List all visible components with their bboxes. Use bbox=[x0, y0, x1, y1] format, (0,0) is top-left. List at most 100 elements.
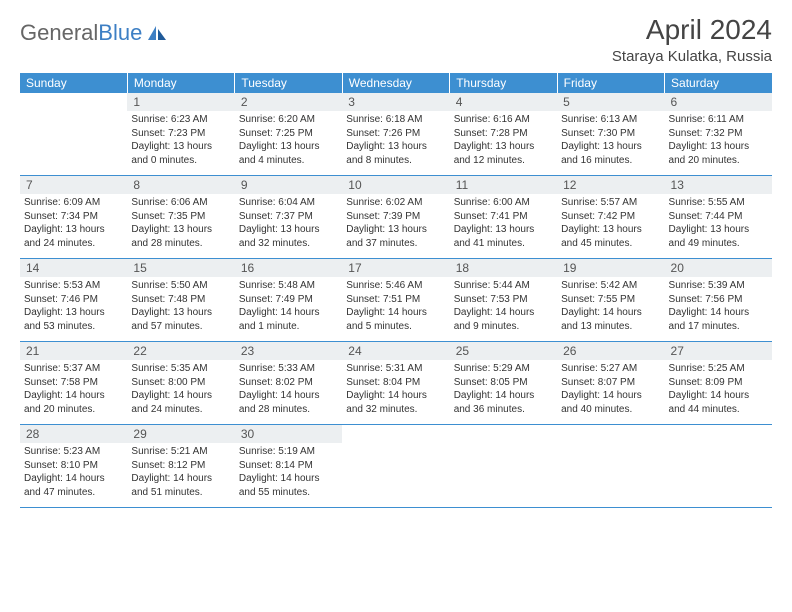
sunset-text: Sunset: 8:09 PM bbox=[669, 376, 768, 390]
day-info: Sunrise: 6:23 AMSunset: 7:23 PMDaylight:… bbox=[127, 113, 234, 167]
daylight-text: Daylight: 13 hours and 45 minutes. bbox=[561, 223, 660, 250]
day-info: Sunrise: 5:46 AMSunset: 7:51 PMDaylight:… bbox=[342, 279, 449, 333]
weekday-header-row: Sunday Monday Tuesday Wednesday Thursday… bbox=[20, 73, 772, 93]
sunset-text: Sunset: 8:05 PM bbox=[454, 376, 553, 390]
calendar-cell: 11Sunrise: 6:00 AMSunset: 7:41 PMDayligh… bbox=[450, 176, 557, 259]
calendar-cell: 6 Sunrise: 6:11 AMSunset: 7:32 PMDaylight… bbox=[665, 93, 772, 176]
sunset-text: Sunset: 7:48 PM bbox=[131, 293, 230, 307]
daylight-text: Daylight: 14 hours and 28 minutes. bbox=[239, 389, 338, 416]
day-number: 30 bbox=[235, 425, 342, 443]
calendar-cell: 17 Sunrise: 5:46 AMSunset: 7:51 PMDayligh… bbox=[342, 259, 449, 342]
daylight-text: Daylight: 13 hours and 37 minutes. bbox=[346, 223, 445, 250]
day-info: Sunrise: 5:21 AMSunset: 8:12 PMDaylight:… bbox=[127, 445, 234, 499]
sunset-text: Sunset: 7:49 PM bbox=[239, 293, 338, 307]
sunset-text: Sunset: 7:25 PM bbox=[239, 127, 338, 141]
sunrise-text: Sunrise: 5:23 AM bbox=[24, 445, 123, 459]
sunset-text: Sunset: 7:32 PM bbox=[669, 127, 768, 141]
calendar-cell bbox=[20, 93, 127, 176]
day-number: 26 bbox=[557, 342, 664, 360]
sunrise-text: Sunrise: 6:06 AM bbox=[131, 196, 230, 210]
sunset-text: Sunset: 7:53 PM bbox=[454, 293, 553, 307]
calendar-cell bbox=[342, 425, 449, 508]
sunrise-text: Sunrise: 5:53 AM bbox=[24, 279, 123, 293]
day-info: Sunrise: 5:48 AMSunset: 7:49 PMDaylight:… bbox=[235, 279, 342, 333]
sunset-text: Sunset: 7:30 PM bbox=[561, 127, 660, 141]
day-number: 7 bbox=[20, 176, 127, 194]
sunset-text: Sunset: 7:58 PM bbox=[24, 376, 123, 390]
calendar-row: 7 Sunrise: 6:09 AMSunset: 7:34 PMDaylight… bbox=[20, 176, 772, 259]
calendar-cell: 25Sunrise: 5:29 AMSunset: 8:05 PMDayligh… bbox=[450, 342, 557, 425]
daylight-text: Daylight: 13 hours and 24 minutes. bbox=[24, 223, 123, 250]
daylight-text: Daylight: 13 hours and 49 minutes. bbox=[669, 223, 768, 250]
sunrise-text: Sunrise: 5:19 AM bbox=[239, 445, 338, 459]
header-monday: Monday bbox=[127, 73, 234, 93]
daylight-text: Daylight: 14 hours and 51 minutes. bbox=[131, 472, 230, 499]
month-title: April 2024 bbox=[612, 14, 772, 46]
sunset-text: Sunset: 7:23 PM bbox=[131, 127, 230, 141]
calendar-cell: 8Sunrise: 6:06 AMSunset: 7:35 PMDaylight… bbox=[127, 176, 234, 259]
header-tuesday: Tuesday bbox=[235, 73, 342, 93]
logo-sail-icon bbox=[146, 24, 168, 42]
day-info: Sunrise: 6:00 AMSunset: 7:41 PMDaylight:… bbox=[450, 196, 557, 250]
sunrise-text: Sunrise: 5:25 AM bbox=[669, 362, 768, 376]
daylight-text: Daylight: 13 hours and 20 minutes. bbox=[669, 140, 768, 167]
day-info: Sunrise: 5:33 AMSunset: 8:02 PMDaylight:… bbox=[235, 362, 342, 416]
calendar-cell: 3Sunrise: 6:18 AMSunset: 7:26 PMDaylight… bbox=[342, 93, 449, 176]
day-number: 19 bbox=[557, 259, 664, 277]
day-number: 17 bbox=[342, 259, 449, 277]
sunset-text: Sunset: 8:14 PM bbox=[239, 459, 338, 473]
calendar-cell: 29Sunrise: 5:21 AMSunset: 8:12 PMDayligh… bbox=[127, 425, 234, 508]
day-info: Sunrise: 6:18 AMSunset: 7:26 PMDaylight:… bbox=[342, 113, 449, 167]
calendar-body: 1 Sunrise: 6:23 AMSunset: 7:23 PMDaylight… bbox=[20, 93, 772, 508]
day-info: Sunrise: 5:19 AMSunset: 8:14 PMDaylight:… bbox=[235, 445, 342, 499]
day-number: 1 bbox=[127, 93, 234, 111]
sunrise-text: Sunrise: 5:21 AM bbox=[131, 445, 230, 459]
day-number: 6 bbox=[665, 93, 772, 111]
calendar-cell: 24Sunrise: 5:31 AMSunset: 8:04 PMDayligh… bbox=[342, 342, 449, 425]
sunset-text: Sunset: 8:04 PM bbox=[346, 376, 445, 390]
day-info: Sunrise: 5:25 AMSunset: 8:09 PMDaylight:… bbox=[665, 362, 772, 416]
daylight-text: Daylight: 14 hours and 36 minutes. bbox=[454, 389, 553, 416]
sunset-text: Sunset: 7:51 PM bbox=[346, 293, 445, 307]
sunrise-text: Sunrise: 5:57 AM bbox=[561, 196, 660, 210]
sunset-text: Sunset: 7:46 PM bbox=[24, 293, 123, 307]
calendar-cell: 27 Sunrise: 5:25 AMSunset: 8:09 PMDayligh… bbox=[665, 342, 772, 425]
daylight-text: Daylight: 14 hours and 5 minutes. bbox=[346, 306, 445, 333]
sunset-text: Sunset: 8:00 PM bbox=[131, 376, 230, 390]
day-number: 12 bbox=[557, 176, 664, 194]
day-info: Sunrise: 5:37 AMSunset: 7:58 PMDaylight:… bbox=[20, 362, 127, 416]
day-info: Sunrise: 6:09 AMSunset: 7:34 PMDaylight:… bbox=[20, 196, 127, 250]
sunrise-text: Sunrise: 6:20 AM bbox=[239, 113, 338, 127]
sunrise-text: Sunrise: 6:09 AM bbox=[24, 196, 123, 210]
day-number: 22 bbox=[127, 342, 234, 360]
header-wednesday: Wednesday bbox=[342, 73, 449, 93]
daylight-text: Daylight: 14 hours and 1 minute. bbox=[239, 306, 338, 333]
daylight-text: Daylight: 13 hours and 53 minutes. bbox=[24, 306, 123, 333]
sunrise-text: Sunrise: 5:46 AM bbox=[346, 279, 445, 293]
calendar-cell: 4Sunrise: 6:16 AMSunset: 7:28 PMDaylight… bbox=[450, 93, 557, 176]
header-thursday: Thursday bbox=[450, 73, 557, 93]
calendar-cell: 1 Sunrise: 6:23 AMSunset: 7:23 PMDaylight… bbox=[127, 93, 234, 176]
calendar-cell: 14Sunrise: 5:53 AMSunset: 7:46 PMDayligh… bbox=[20, 259, 127, 342]
calendar-cell: 26 Sunrise: 5:27 AMSunset: 8:07 PMDayligh… bbox=[557, 342, 664, 425]
calendar-cell: 28Sunrise: 5:23 AMSunset: 8:10 PMDayligh… bbox=[20, 425, 127, 508]
day-number: 21 bbox=[20, 342, 127, 360]
sunrise-text: Sunrise: 6:18 AM bbox=[346, 113, 445, 127]
calendar-cell: 5Sunrise: 6:13 AMSunset: 7:30 PMDaylight… bbox=[557, 93, 664, 176]
sunset-text: Sunset: 7:35 PM bbox=[131, 210, 230, 224]
day-number: 18 bbox=[450, 259, 557, 277]
sunset-text: Sunset: 8:10 PM bbox=[24, 459, 123, 473]
title-block: April 2024 Staraya Kulatka, Russia bbox=[612, 14, 772, 65]
sunset-text: Sunset: 7:37 PM bbox=[239, 210, 338, 224]
daylight-text: Daylight: 13 hours and 0 minutes. bbox=[131, 140, 230, 167]
day-info: Sunrise: 5:29 AMSunset: 8:05 PMDaylight:… bbox=[450, 362, 557, 416]
daylight-text: Daylight: 13 hours and 28 minutes. bbox=[131, 223, 230, 250]
day-info: Sunrise: 5:27 AMSunset: 8:07 PMDaylight:… bbox=[557, 362, 664, 416]
sunrise-text: Sunrise: 6:11 AM bbox=[669, 113, 768, 127]
day-number: 24 bbox=[342, 342, 449, 360]
calendar-cell: 20Sunrise: 5:39 AMSunset: 7:56 PMDayligh… bbox=[665, 259, 772, 342]
sunrise-text: Sunrise: 6:00 AM bbox=[454, 196, 553, 210]
day-number: 27 bbox=[665, 342, 772, 360]
calendar-cell: 12Sunrise: 5:57 AMSunset: 7:42 PMDayligh… bbox=[557, 176, 664, 259]
sunset-text: Sunset: 7:26 PM bbox=[346, 127, 445, 141]
